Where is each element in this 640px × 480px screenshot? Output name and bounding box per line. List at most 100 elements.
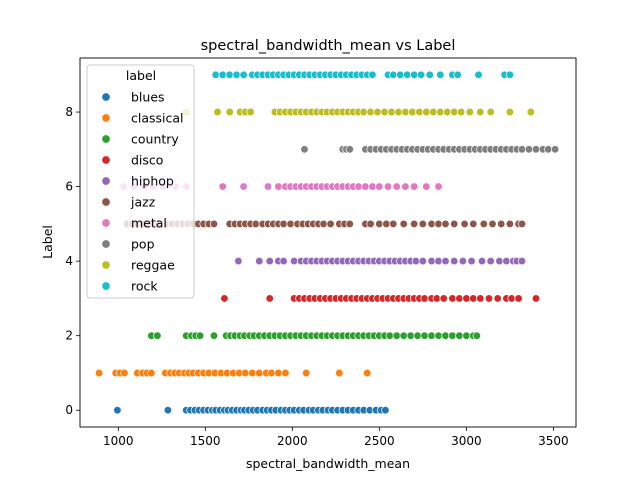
data-point — [363, 368, 372, 378]
data-point — [505, 219, 515, 229]
data-point — [436, 70, 445, 79]
chart-title: spectral_bandwidth_mean vs Label — [201, 38, 456, 54]
data-point — [267, 368, 276, 378]
data-point — [263, 182, 273, 191]
data-point — [531, 145, 541, 154]
data-point — [147, 368, 156, 378]
data-point — [441, 331, 450, 340]
data-point — [265, 256, 274, 266]
data-point — [394, 107, 403, 117]
data-point — [455, 294, 464, 303]
data-point — [495, 256, 504, 266]
data-point — [241, 368, 250, 378]
data-point — [469, 219, 478, 229]
legend-item-country: country — [101, 132, 179, 147]
data-point — [218, 182, 227, 191]
legend-marker — [101, 281, 111, 291]
data-point — [251, 219, 260, 229]
data-point — [517, 219, 527, 229]
series-classical — [94, 368, 372, 378]
data-point — [505, 107, 515, 117]
data-point — [409, 219, 419, 229]
data-point — [418, 219, 427, 229]
data-point — [396, 70, 405, 79]
data-point — [234, 256, 243, 266]
data-point — [441, 219, 450, 229]
y-axis-label: Label — [40, 225, 55, 259]
data-point — [455, 331, 464, 340]
data-point — [427, 219, 436, 229]
data-point — [392, 331, 401, 340]
data-point — [448, 294, 457, 303]
legend-box — [86, 64, 195, 299]
data-point — [255, 256, 264, 266]
data-point — [420, 294, 429, 303]
series-country — [147, 331, 481, 340]
legend-marker — [101, 197, 111, 207]
data-point — [120, 368, 129, 378]
data-point — [239, 182, 248, 191]
data-point — [380, 107, 389, 117]
data-point — [354, 182, 363, 191]
x-tick-label: 1000 — [103, 434, 134, 448]
data-point — [213, 107, 222, 117]
series-blues — [113, 406, 390, 415]
data-point — [413, 331, 422, 340]
x-axis-ticks: 1000 1500 2000 2500 3000 3500 — [103, 427, 569, 448]
data-point — [335, 368, 344, 378]
y-tick-label: 8 — [65, 105, 73, 119]
legend-title: label — [126, 68, 156, 83]
data-point — [450, 219, 459, 229]
data-point — [450, 256, 459, 266]
legend-label: disco — [131, 153, 163, 168]
data-point — [218, 70, 227, 79]
legend-marker — [101, 239, 111, 249]
data-point — [403, 70, 412, 79]
legend-item-blues: blues — [101, 90, 165, 105]
data-point — [434, 219, 443, 229]
data-point — [416, 70, 426, 79]
data-point — [289, 256, 299, 266]
legend-item-metal: metal — [101, 216, 167, 231]
legend-items: blues classical country disco hiphop jazz meta… — [101, 90, 184, 294]
x-tick-label: 2500 — [364, 434, 395, 448]
data-point — [392, 182, 401, 191]
y-axis-ticks: 0 2 4 6 8 — [65, 105, 80, 417]
data-point — [425, 70, 434, 79]
data-point — [274, 368, 283, 378]
data-point — [375, 182, 384, 191]
data-point — [415, 107, 424, 117]
data-point — [429, 107, 438, 117]
data-point — [427, 331, 436, 340]
x-tick-label: 3000 — [451, 434, 482, 448]
data-point — [550, 145, 560, 154]
data-point — [409, 182, 419, 191]
y-tick-label: 6 — [65, 180, 73, 194]
legend-marker — [101, 113, 111, 123]
legend-label: blues — [131, 90, 165, 105]
legend-marker — [101, 155, 111, 165]
series-rock — [211, 70, 515, 79]
x-tick-label: 2000 — [277, 434, 308, 448]
y-tick-label: 4 — [65, 254, 73, 268]
data-point — [434, 331, 443, 340]
data-point — [375, 219, 384, 229]
data-point — [406, 331, 415, 340]
data-point — [505, 70, 515, 79]
legend-label: country — [131, 132, 179, 147]
data-point — [493, 294, 502, 303]
data-point — [225, 70, 234, 79]
data-point — [220, 294, 229, 303]
legend-marker — [101, 260, 111, 270]
data-point — [472, 331, 481, 340]
data-point — [514, 294, 523, 303]
series-disco — [220, 294, 541, 303]
data-point — [420, 331, 429, 340]
data-point — [497, 219, 506, 229]
data-point — [439, 294, 448, 303]
data-point — [389, 219, 398, 229]
data-point — [434, 182, 443, 191]
data-point — [366, 219, 375, 229]
data-point — [441, 256, 450, 266]
